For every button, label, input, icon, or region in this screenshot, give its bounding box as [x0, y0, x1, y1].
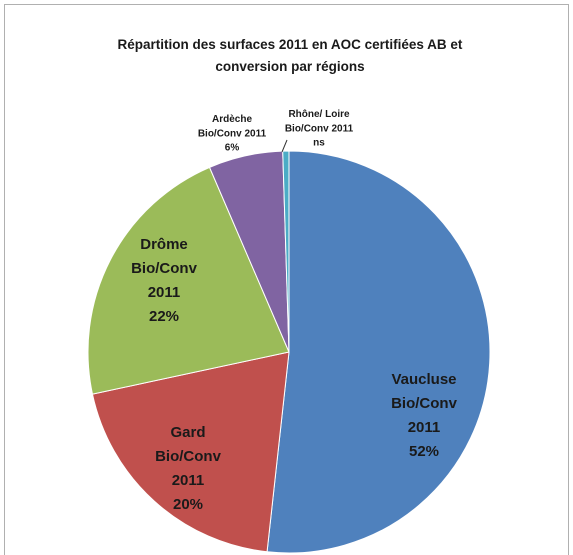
slice-label: Rhône/ Loire Bio/Conv 2011 — [285, 109, 354, 135]
slice-value-label: 6% — [225, 143, 240, 154]
slice-value-label: 22% — [149, 308, 179, 325]
slice-label: Gard Bio/Conv 2011 — [155, 424, 221, 489]
pie-slice — [87, 166, 290, 395]
slice-label: Drôme Bio/Conv 2011 — [131, 236, 197, 301]
chart-title: Répartition des surfaces 2011 en AOC cer… — [118, 37, 463, 74]
slice-label: Ardèche Bio/Conv 2011 — [198, 114, 267, 140]
leader-line — [281, 139, 288, 153]
pie-slice — [91, 351, 290, 553]
slice-label: Vaucluse Bio/Conv 2011 — [391, 371, 457, 436]
slice-value-label: 20% — [173, 496, 203, 513]
slice-value-label: 52% — [409, 443, 439, 460]
slice-value-label: ns — [313, 138, 325, 149]
pie-slice — [266, 150, 491, 554]
